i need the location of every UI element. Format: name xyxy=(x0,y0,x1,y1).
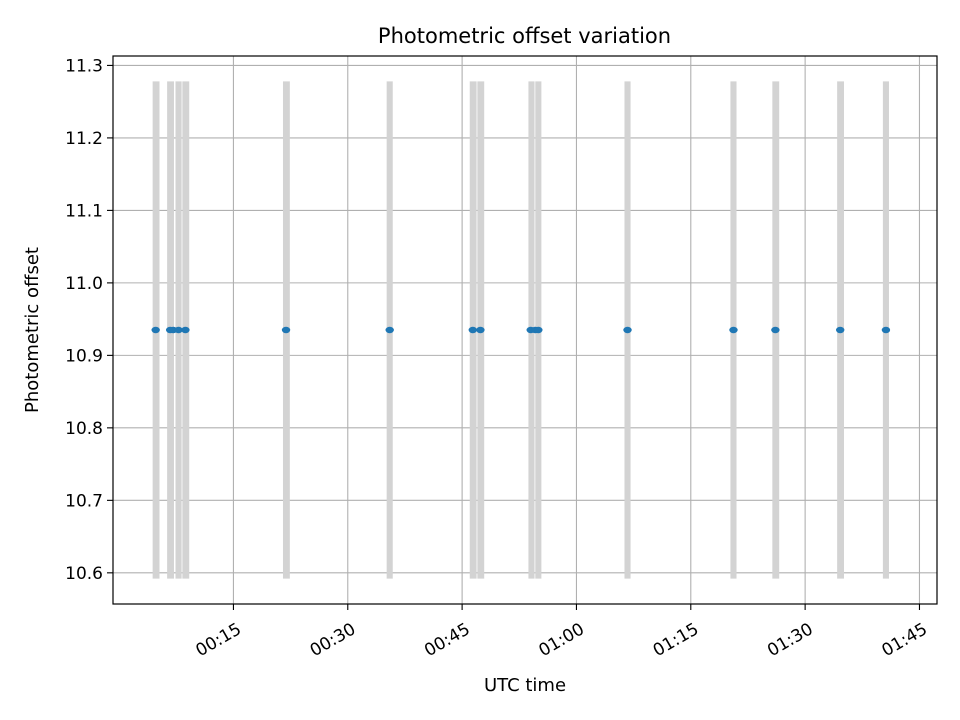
x-tick-label: 00:45 xyxy=(421,619,473,661)
data-point xyxy=(468,326,477,334)
data-point xyxy=(835,326,845,334)
data-point xyxy=(281,326,291,334)
chart-title: Photometric offset variation xyxy=(378,24,671,48)
x-axis-title: UTC time xyxy=(484,675,566,696)
data-point xyxy=(881,326,891,334)
y-tick-label: 11.1 xyxy=(65,201,103,221)
data-point xyxy=(771,326,780,334)
y-tick-label: 10.7 xyxy=(65,491,103,511)
plot-frame xyxy=(112,55,938,605)
data-point xyxy=(174,326,183,334)
y-tick-label: 11.3 xyxy=(65,56,103,76)
y-tick-label: 10.8 xyxy=(65,419,103,439)
x-tick-label: 01:30 xyxy=(764,619,816,661)
data-point xyxy=(476,326,485,334)
data-point xyxy=(729,326,738,334)
x-tick-label: 00:15 xyxy=(192,619,244,661)
x-tick-label: 01:45 xyxy=(878,619,930,661)
y-axis-title: Photometric offset xyxy=(22,247,43,413)
x-tick-label: 00:30 xyxy=(307,619,359,661)
data-point xyxy=(181,326,190,334)
y-tick-label: 11.0 xyxy=(65,274,103,294)
y-tick-label: 10.9 xyxy=(65,346,103,366)
data-point xyxy=(151,326,160,334)
data-point xyxy=(385,326,394,334)
point-layer xyxy=(151,326,891,334)
tick-layer: 00:15 00:30 00:45 01:00 01:15 01:30 01:45 10.6 1… xyxy=(65,56,931,661)
grid-layer xyxy=(113,56,937,604)
data-point xyxy=(534,326,543,334)
data-point xyxy=(623,326,632,334)
y-tick-label: 11.2 xyxy=(65,129,103,149)
y-tick-label: 10.6 xyxy=(65,564,103,584)
x-tick-label: 01:00 xyxy=(535,619,587,661)
x-tick-label: 01:15 xyxy=(650,619,702,661)
